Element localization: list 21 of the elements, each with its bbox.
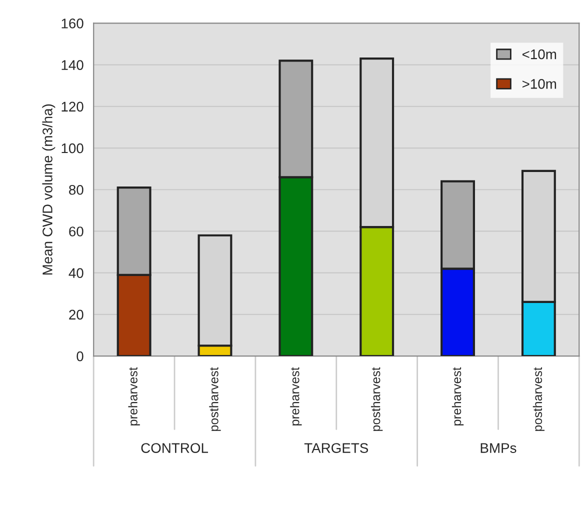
y-tick-label: 40 <box>68 268 84 278</box>
y-axis-title: Mean CWD volume (m3/ha) <box>42 104 56 275</box>
x-tick-label: postharvest <box>371 367 383 431</box>
text: BMPs <box>480 443 516 453</box>
legend-label: >10m <box>522 79 556 89</box>
legend-label: <10m <box>522 49 556 60</box>
y-tick-label: 140 <box>62 60 84 70</box>
x-tick-label: preharvest <box>290 367 302 426</box>
y-tick-label: 60 <box>69 226 84 236</box>
y-tick-label: 20 <box>69 310 84 320</box>
y-tick-label: 80 <box>69 184 84 195</box>
x-tick-label: postharvest <box>209 367 221 431</box>
y-tick-label: 120 <box>62 102 84 112</box>
text: TARGETS <box>304 443 368 453</box>
x-tick-label: preharvest <box>128 367 140 426</box>
text: CONTROL <box>141 443 208 453</box>
x-tick-label: preharvest <box>452 367 464 426</box>
y-tick-label: 100 <box>62 143 84 154</box>
y-tick-label: 0 <box>76 351 84 362</box>
x-tick-label: postharvest <box>532 367 545 431</box>
y-tick-label: 160 <box>62 18 84 28</box>
